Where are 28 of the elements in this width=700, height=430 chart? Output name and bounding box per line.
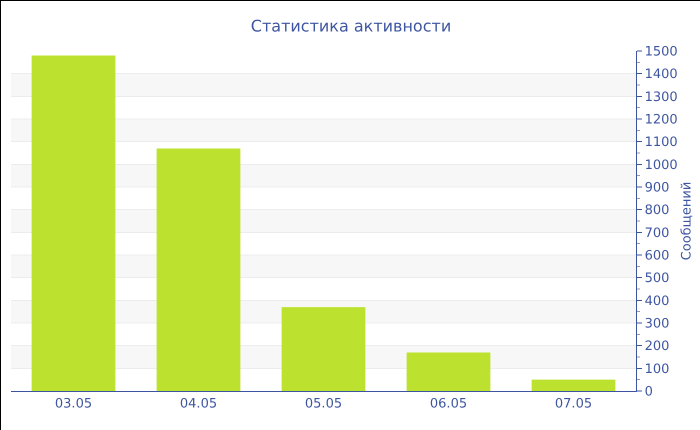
y-tick-label: 500 xyxy=(644,271,670,286)
y-tick-label: 900 xyxy=(644,180,670,196)
x-tick-label: 05.05 xyxy=(304,396,342,412)
y-tick-label: 700 xyxy=(644,226,670,241)
chart-title: Статистика активности xyxy=(250,16,452,36)
y-tick-label: 300 xyxy=(644,316,670,332)
x-tick-label: 06.05 xyxy=(430,396,468,412)
x-tick-label: 03.05 xyxy=(54,396,92,412)
bar xyxy=(406,352,490,391)
y-tick-label: 1500 xyxy=(644,44,678,60)
y-axis-title: Сообщений xyxy=(679,182,694,260)
bar xyxy=(156,148,240,391)
y-tick-label: 1300 xyxy=(644,90,678,105)
y-tick-label: 1200 xyxy=(644,112,678,128)
y-tick-label: 200 xyxy=(644,339,670,354)
y-tick-label: 800 xyxy=(644,203,670,218)
y-tick-label: 100 xyxy=(644,362,670,377)
y-tick-label: 0 xyxy=(644,384,653,400)
x-tick-label: 04.05 xyxy=(180,396,218,412)
y-tick-label: 600 xyxy=(644,248,670,264)
bar xyxy=(532,380,616,391)
y-tick-label: 400 xyxy=(644,294,670,309)
y-tick-label: 1100 xyxy=(644,135,678,150)
x-tick-label: 07.05 xyxy=(554,396,592,412)
y-tick-label: 1000 xyxy=(644,158,678,173)
y-tick-label: 1400 xyxy=(644,67,678,82)
bar xyxy=(32,56,116,391)
bar xyxy=(282,307,366,391)
